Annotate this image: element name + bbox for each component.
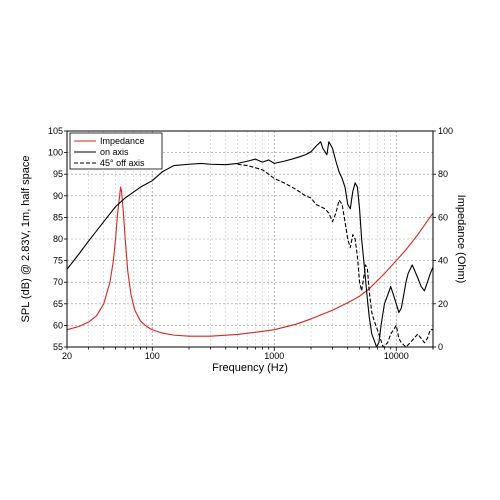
x-axis-title: Frequency (Hz) xyxy=(212,362,288,374)
y2-tick-label: 40 xyxy=(438,256,448,266)
y2-tick-label: 0 xyxy=(438,342,443,352)
x-tick-label: 20 xyxy=(62,351,72,361)
y-tick-label: 75 xyxy=(53,256,63,266)
x-tick-label: 100 xyxy=(145,351,160,361)
y2-tick-label: 100 xyxy=(438,126,453,136)
legend-box xyxy=(69,132,163,170)
legend-label: on axis xyxy=(100,147,129,157)
y-tick-label: 90 xyxy=(53,191,63,201)
series-line-impedance xyxy=(67,186,433,337)
y-axis-title: SPL (dB) @ 2.83V, 1m, half space xyxy=(20,156,32,323)
y2-tick-label: 20 xyxy=(438,299,448,309)
ticks xyxy=(64,130,436,351)
y2-tick-label: 60 xyxy=(438,212,448,222)
x-tick-label: 10000 xyxy=(384,351,409,361)
y2-tick-label: 80 xyxy=(438,169,448,179)
series-line-45-off-axis xyxy=(237,163,433,347)
y-tick-label: 95 xyxy=(53,169,63,179)
y-tick-label: 55 xyxy=(53,342,63,352)
legend-label: 45° off axis xyxy=(100,158,145,168)
y2-axis-title: Impedance (Ohm) xyxy=(455,195,467,284)
series-layer xyxy=(67,141,433,347)
y-tick-label: 60 xyxy=(53,320,63,330)
y-tick-label: 65 xyxy=(53,299,63,309)
y-tick-label: 100 xyxy=(48,148,63,158)
series-line-on-axis xyxy=(67,141,433,347)
y-tick-label: 105 xyxy=(48,126,63,136)
y-tick-label: 70 xyxy=(53,277,63,287)
y-tick-label: 85 xyxy=(53,212,63,222)
x-tick-label: 1000 xyxy=(264,351,284,361)
tick-labels: 55 60 65 70 75 80 85 90 95 100 105 0 20 40 60 80 100 20 10… xyxy=(48,126,453,361)
legend-label: Impedance xyxy=(100,136,145,146)
y-tick-label: 80 xyxy=(53,234,63,244)
